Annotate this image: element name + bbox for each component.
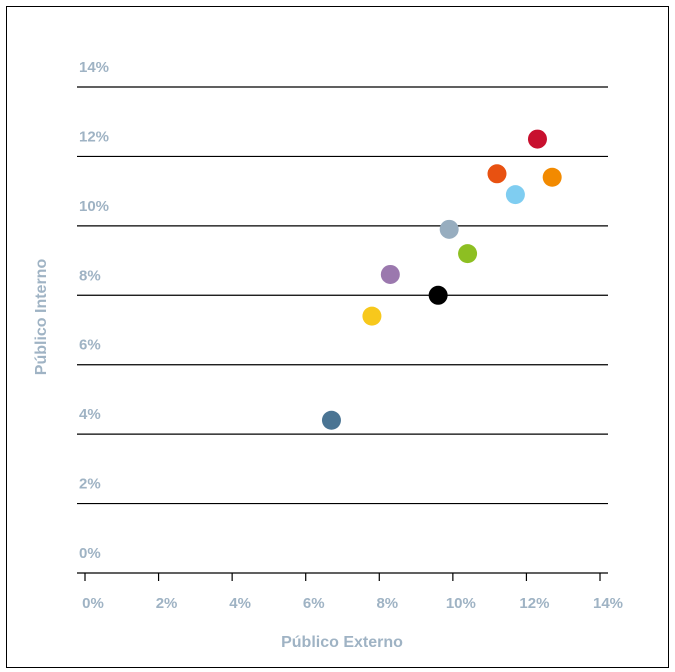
data-point — [542, 167, 562, 187]
x-tick-label: 2% — [156, 595, 178, 612]
data-point — [321, 410, 341, 430]
data-point — [380, 264, 400, 284]
data-point — [505, 185, 525, 205]
data-points — [321, 129, 562, 430]
data-point — [527, 129, 547, 149]
y-tick-label: 4% — [79, 406, 101, 423]
data-point — [428, 285, 448, 305]
x-tick-label: 12% — [519, 595, 549, 612]
y-tick-label: 12% — [79, 128, 109, 145]
data-point — [458, 244, 478, 264]
y-tick-label: 14% — [79, 59, 109, 76]
y-tick-label: 10% — [79, 198, 109, 215]
x-tick-label: 4% — [229, 595, 251, 612]
data-point — [362, 306, 382, 326]
gridlines — [77, 86, 608, 505]
axes: 0% 2% 4% 6% 8% 10% 12% 14% 0% 2% 4% 6% 8% 10% 12% 14% — [77, 59, 623, 612]
y-axis-title: Público Interno — [33, 259, 50, 376]
x-tick-label: 6% — [303, 595, 325, 612]
x-tick-label: 14% — [593, 595, 623, 612]
x-axis-title: Público Externo — [281, 634, 403, 651]
chart-frame — [6, 6, 669, 668]
x-tick-label: 8% — [376, 595, 398, 612]
x-tick-label: 0% — [82, 595, 104, 612]
y-tick-label: 2% — [79, 476, 101, 493]
y-tick-label: 8% — [79, 267, 101, 284]
data-point — [439, 219, 459, 239]
x-tick-label: 10% — [446, 595, 476, 612]
data-point — [487, 164, 507, 184]
y-tick-label: 6% — [79, 337, 101, 354]
y-tick-label: 0% — [79, 545, 101, 562]
